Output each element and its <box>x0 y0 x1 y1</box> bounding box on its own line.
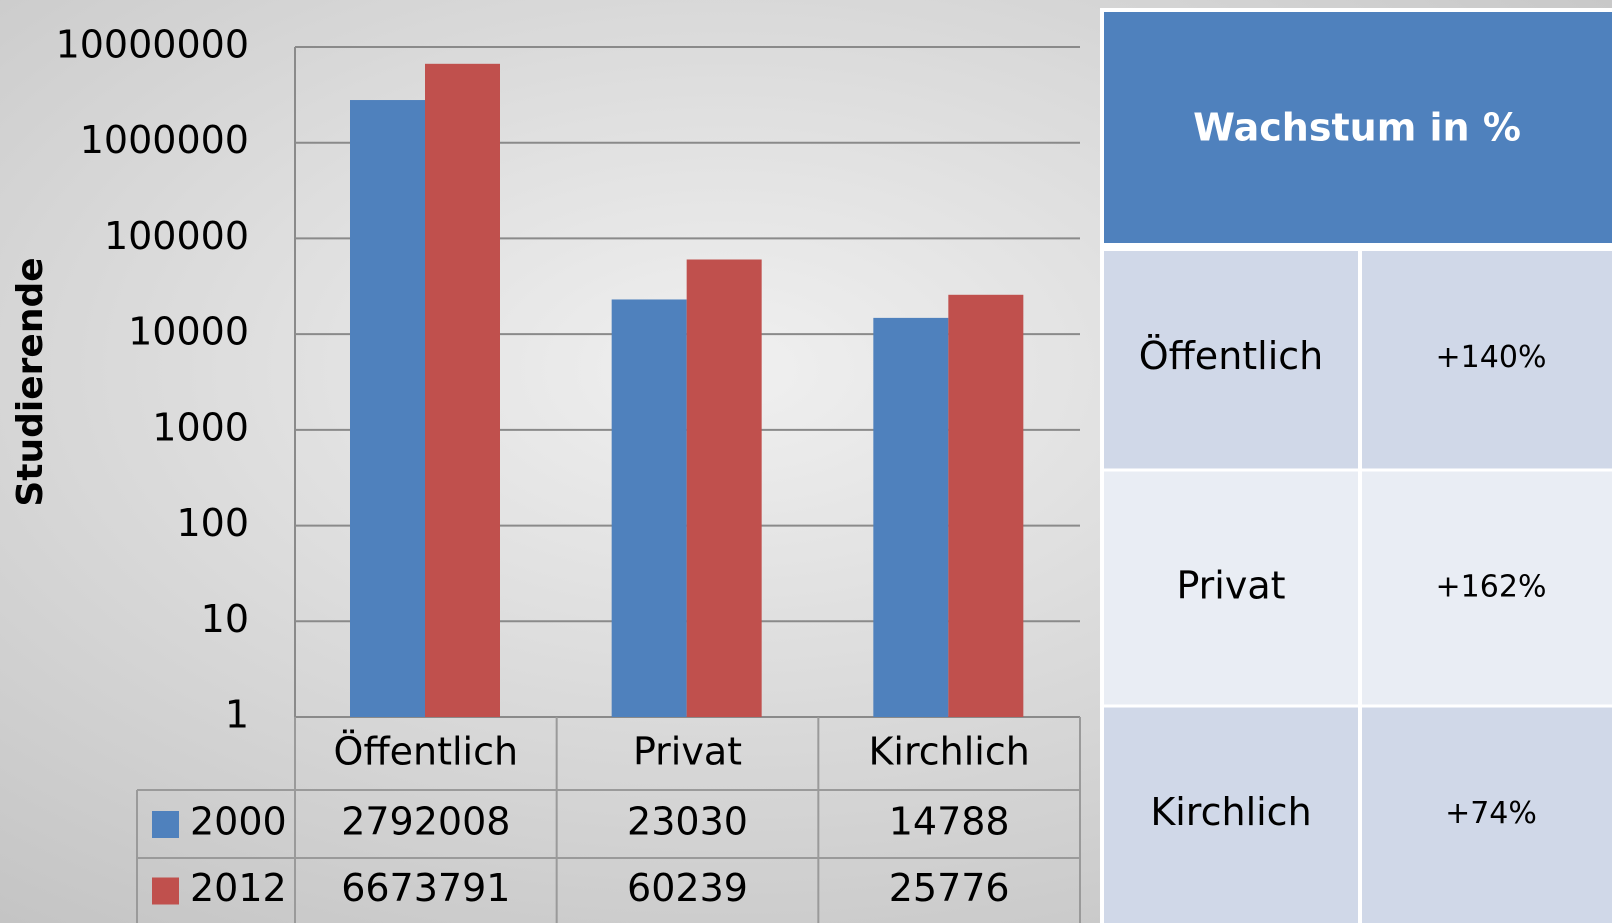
row-value: +140% <box>1436 340 1547 375</box>
x-tick-label: Öffentlich <box>334 730 519 774</box>
row-label: Kirchlich <box>1150 790 1311 834</box>
y-tick-label: 1000 <box>152 405 249 449</box>
table-title: Wachstum in % <box>1193 106 1521 150</box>
y-tick-label: 100 <box>176 501 249 545</box>
y-tick-label: 10000000 <box>56 23 249 67</box>
row-value: +74% <box>1445 796 1537 831</box>
legend-label: 2000 <box>190 800 287 844</box>
y-axis-label: Studierende <box>10 257 51 506</box>
bar <box>611 299 687 717</box>
legend-label: 2012 <box>190 866 287 910</box>
y-tick-label: 10 <box>201 597 249 641</box>
y-tick-label: 100000 <box>104 214 249 258</box>
row-value: +162% <box>1436 570 1547 605</box>
growth-table: Wachstum in % Öffentlich +140% Privat +162% K… <box>1100 8 1612 923</box>
bar <box>948 294 1024 717</box>
table-border <box>1100 8 1612 923</box>
x-tick-label: Privat <box>633 730 742 774</box>
table-value: 6673791 <box>341 866 510 910</box>
y-tick-label: 1 <box>225 693 249 737</box>
table-value: 60239 <box>627 866 748 910</box>
table-row <box>1102 247 1612 470</box>
x-tick-label: Kirchlich <box>868 730 1029 774</box>
bar <box>686 259 762 717</box>
legend-swatch <box>152 811 179 838</box>
table-value: 23030 <box>627 800 748 844</box>
table-value: 14788 <box>889 800 1010 844</box>
bar <box>873 317 949 717</box>
bar <box>350 100 425 717</box>
legend-swatch <box>152 877 179 905</box>
table-value: 25776 <box>889 866 1010 910</box>
table-row <box>1102 706 1612 923</box>
table-value: 2792008 <box>341 800 510 844</box>
y-tick-label: 1000000 <box>80 118 249 162</box>
row-label: Öffentlich <box>1139 334 1324 378</box>
row-label: Privat <box>1176 564 1285 608</box>
table-row <box>1102 470 1612 706</box>
table-header <box>1102 10 1612 247</box>
bar <box>425 63 500 717</box>
y-tick-label: 10000 <box>128 310 249 354</box>
chart: 1 10 100 1000 10000 100000 1000000 10000000 Öffe… <box>56 23 1081 923</box>
